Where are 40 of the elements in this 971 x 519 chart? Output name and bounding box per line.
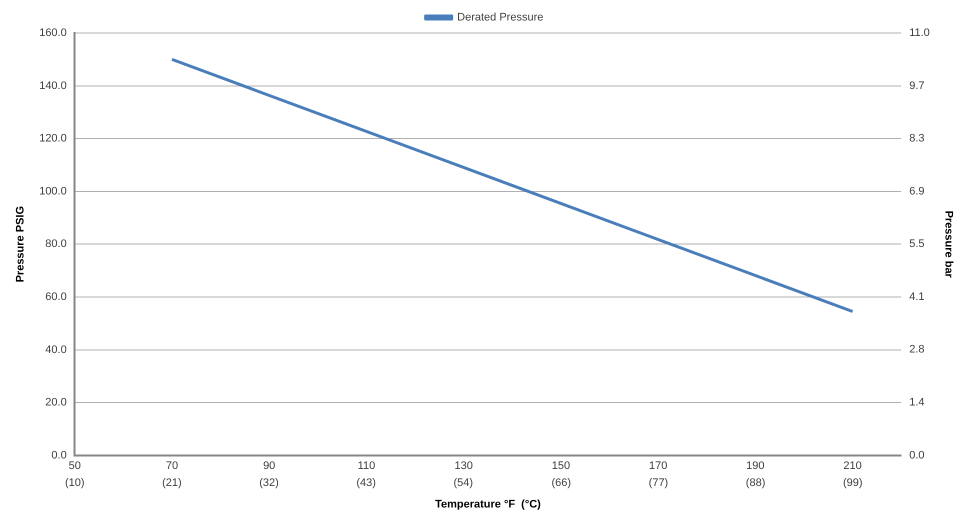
- x2-tick-label: (88): [746, 477, 766, 490]
- x2-tick-label: (21): [162, 477, 182, 490]
- y2-tick-label: 8.3: [909, 132, 925, 145]
- y2-tick-label: 4.1: [909, 290, 925, 303]
- y2-tick-label: 1.4: [909, 396, 925, 409]
- y2-tick-label: 11.0: [909, 27, 930, 40]
- x-tick-label: 70: [166, 460, 178, 472]
- x2-tick-label: (54): [454, 477, 474, 490]
- x2-tick-label: (99): [842, 477, 863, 490]
- x-tick-label: 110: [358, 460, 376, 472]
- x-tick-label: 210: [843, 460, 862, 472]
- y-tick-label: 120.0: [39, 132, 67, 145]
- y-tick-label: 40.0: [45, 344, 67, 356]
- x2-tick-label: (43): [356, 477, 376, 490]
- y-axis-title: Pressure PSIG: [14, 206, 27, 282]
- x-axis-title: Temperature °F (°C): [435, 498, 542, 510]
- y2-axis-title: Pressure bar: [942, 210, 954, 279]
- y-tick-label: 60.0: [45, 291, 67, 304]
- x-tick-label: 50: [68, 460, 81, 472]
- y-tick-label: 100.0: [39, 185, 67, 198]
- y2-tick-label: 5.5: [909, 238, 925, 250]
- x2-tick-label: (77): [648, 477, 668, 490]
- y2-tick-label: 0.0: [909, 449, 925, 462]
- legend-label: Derated Pressure: [457, 12, 544, 24]
- x-tick-label: 170: [648, 460, 668, 472]
- y2-tick-label: 6.9: [909, 186, 925, 198]
- x-tick-label: 190: [746, 460, 765, 472]
- x2-tick-label: (32): [259, 477, 279, 490]
- x2-tick-label: (10): [64, 477, 85, 490]
- x-tick-label: 90: [263, 460, 276, 472]
- x-tick-label: 150: [552, 460, 570, 472]
- y-tick-label: 140.0: [39, 80, 67, 92]
- x2-tick-label: (66): [552, 477, 572, 490]
- y2-tick-label: 2.8: [909, 344, 925, 356]
- y-tick-label: 160.0: [39, 27, 67, 40]
- y-tick-label: 80.0: [45, 238, 67, 250]
- x-tick-label: 130: [454, 460, 473, 472]
- y2-tick-label: 9.7: [909, 80, 925, 92]
- y-tick-label: 20.0: [45, 396, 67, 409]
- y-tick-label: 0.0: [51, 449, 67, 462]
